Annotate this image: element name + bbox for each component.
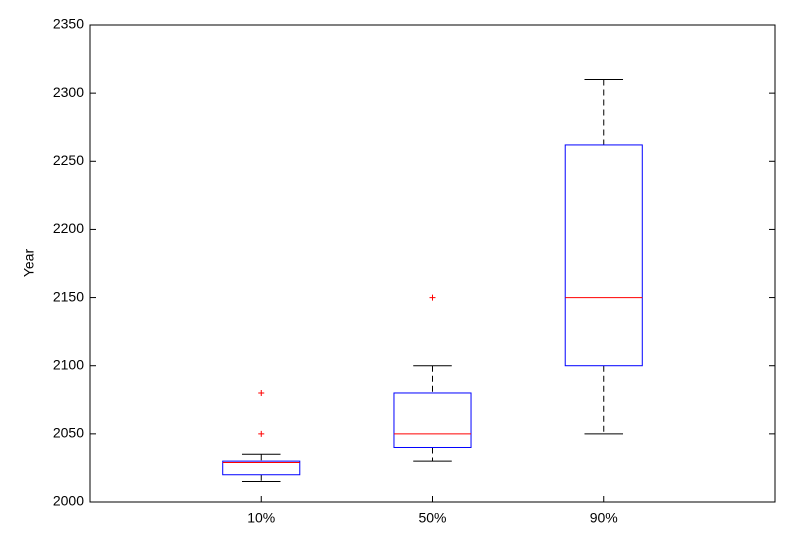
box xyxy=(564,144,643,367)
outlier xyxy=(258,389,265,396)
x-tick-label: 90% xyxy=(590,510,618,526)
y-tick-label: 2000 xyxy=(53,493,84,509)
y-tick-label: 2350 xyxy=(53,16,84,32)
box xyxy=(393,392,472,448)
y-tick-label: 2200 xyxy=(53,220,84,236)
y-axis-label: Year xyxy=(21,249,37,278)
x-tick-label: 10% xyxy=(247,510,275,526)
y-tick-label: 2150 xyxy=(53,288,84,304)
y-tick-label: 2250 xyxy=(53,152,84,168)
y-tick-label: 2100 xyxy=(53,356,84,372)
y-tick-label: 2050 xyxy=(53,425,84,441)
x-tick-label: 50% xyxy=(418,510,446,526)
y-tick-label: 2300 xyxy=(53,84,84,100)
outlier xyxy=(429,294,436,301)
outlier xyxy=(258,430,265,437)
box xyxy=(222,460,301,476)
